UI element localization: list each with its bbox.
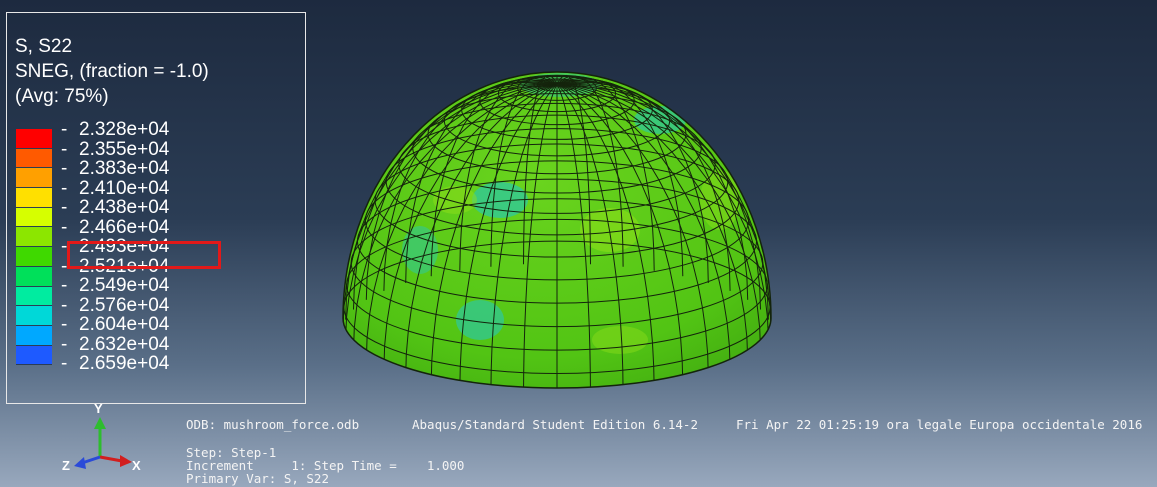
mesh-meridian xyxy=(556,74,591,265)
primary-var-info: Primary Var: S, S22 xyxy=(186,471,329,486)
mesh-meridian xyxy=(556,83,709,378)
mesh-meridian xyxy=(556,83,624,388)
legend-swatch-7 xyxy=(16,247,52,267)
mesh-meridian xyxy=(353,82,558,310)
contour-patch xyxy=(592,326,648,354)
triad-axes-icon xyxy=(74,417,132,469)
dome-surface xyxy=(343,72,771,388)
mesh-meridian xyxy=(365,81,558,300)
z-axis-label: Z xyxy=(62,458,70,473)
legend-panel: S, S22 SNEG, (fraction = -1.0) (Avg: 75%… xyxy=(6,12,306,404)
mesh-meridian xyxy=(383,80,558,291)
mesh-meridian xyxy=(383,83,558,370)
mesh-meridian xyxy=(556,83,655,388)
mesh-meridian xyxy=(556,83,591,388)
mesh-meridian xyxy=(459,83,558,388)
mesh-meridian xyxy=(523,74,558,265)
legend-swatch-1 xyxy=(16,129,52,149)
mesh-meridian xyxy=(459,76,558,271)
mesh-meridian xyxy=(405,78,558,284)
mesh-meridian xyxy=(345,83,558,341)
legend-tick-label: 2.576e+04 xyxy=(61,296,169,315)
legend-tick-label: 2.383e+04 xyxy=(61,159,169,178)
legend-tick-label: 2.659e+04 xyxy=(61,354,169,373)
legend-swatch-11 xyxy=(16,325,52,346)
mesh-meridian xyxy=(430,83,558,384)
contour-patch xyxy=(433,186,477,214)
contour-patch xyxy=(580,208,640,252)
mesh-meridian xyxy=(490,75,558,267)
legend-title: S, S22 xyxy=(15,36,73,57)
coordinate-triad: Y Z X xyxy=(58,401,148,480)
mesh-meridian xyxy=(556,81,749,300)
legend-swatch-3 xyxy=(16,168,52,189)
mesh-meridian xyxy=(556,80,731,291)
mesh-meridian xyxy=(556,83,731,370)
mesh-meridian xyxy=(556,75,624,267)
legend-tick-label: 2.410e+04 xyxy=(61,179,169,198)
legend-averaging: (Avg: 75%) xyxy=(15,86,109,107)
legend-swatch-8 xyxy=(16,266,52,287)
mesh-meridian xyxy=(353,83,558,351)
mesh-meridian xyxy=(556,83,769,341)
legend-tick-label: 2.355e+04 xyxy=(61,140,169,159)
x-axis-label: X xyxy=(132,458,141,473)
legend-swatch-9 xyxy=(16,286,52,307)
mesh-meridian xyxy=(345,83,558,320)
odb-info: ODB: mushroom_force.odb xyxy=(186,417,360,432)
edition-info: Abaqus/Standard Student Edition 6.14-2 xyxy=(412,417,698,432)
legend-tick-label: 2.604e+04 xyxy=(61,315,169,334)
mesh-meridian xyxy=(556,83,769,320)
highlight-box xyxy=(67,241,221,269)
legend-subtitle: SNEG, (fraction = -1.0) xyxy=(15,61,209,82)
mesh-meridian xyxy=(556,76,655,271)
mesh-meridian xyxy=(556,83,761,351)
step-info: Step: Step-1 xyxy=(186,445,277,460)
mesh-meridian xyxy=(490,83,558,388)
mesh-meridian xyxy=(556,77,684,277)
legend-tick-label: 2.466e+04 xyxy=(61,218,169,237)
legend-tick-label: 2.632e+04 xyxy=(61,335,169,354)
legend-swatch-4 xyxy=(16,188,52,208)
legend-tick-label: 2.328e+04 xyxy=(61,120,169,139)
mesh-meridian xyxy=(556,82,761,310)
legend-tick-label: 2.549e+04 xyxy=(61,276,169,295)
mesh-meridian xyxy=(556,78,709,284)
mesh-meridian xyxy=(523,83,558,388)
legend-swatch-12 xyxy=(16,345,52,366)
mesh-meridian xyxy=(556,83,684,384)
legend-swatch-10 xyxy=(16,306,52,326)
y-axis-label: Y xyxy=(94,401,103,416)
date-info: Fri Apr 22 01:25:19 ora legale Europa oc… xyxy=(736,417,1143,432)
legend-tick-label: 2.438e+04 xyxy=(61,198,169,217)
contour-patch xyxy=(456,300,504,340)
mesh-meridian xyxy=(405,83,558,378)
dome-outline xyxy=(342,71,772,389)
legend-swatch-5 xyxy=(16,207,52,228)
legend-color-bar xyxy=(16,129,52,366)
legend-swatch-2 xyxy=(16,148,52,169)
legend-swatch-6 xyxy=(16,227,52,248)
increment-info: Increment 1: Step Time = 1.000 xyxy=(186,458,465,473)
